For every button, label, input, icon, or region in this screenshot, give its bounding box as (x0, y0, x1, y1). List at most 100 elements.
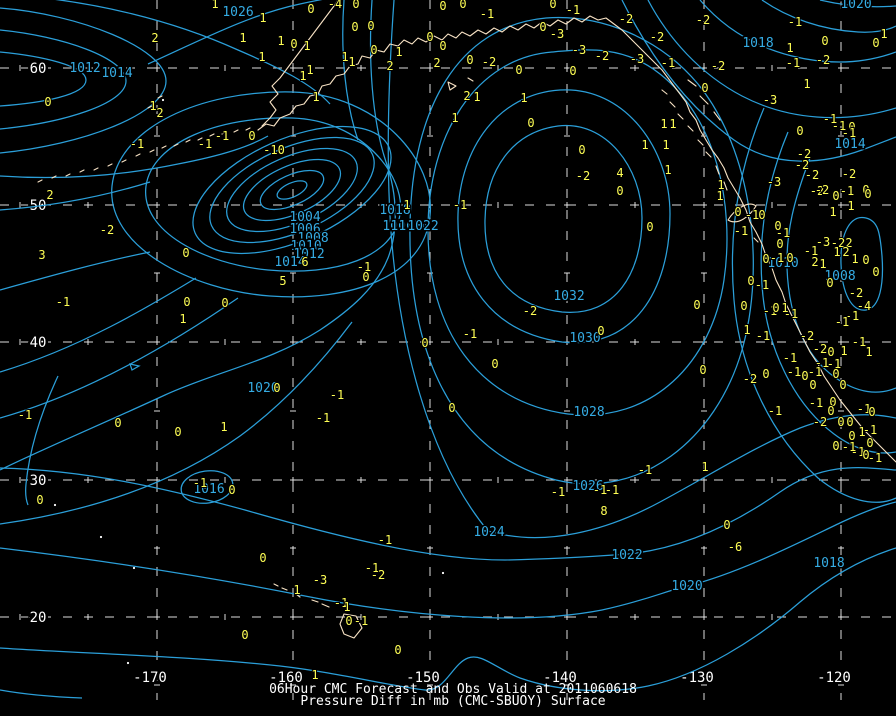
isobar (387, 0, 896, 539)
obs-value: 1 (179, 312, 186, 326)
lat-label: 40 (30, 335, 47, 351)
obs-value: 0 (597, 324, 604, 338)
isobar (427, 49, 728, 416)
obs-value: 2 (46, 188, 53, 202)
isobar (0, 547, 896, 692)
obs-value: 0 (723, 518, 730, 532)
obs-value: -1 (756, 329, 770, 343)
obs-value: 1 (277, 34, 284, 48)
obs-value: 2 (463, 89, 470, 103)
obs-value: -1 (215, 129, 229, 143)
obs-value: -1 (551, 485, 565, 499)
obs-value: -3 (313, 573, 327, 587)
obs-value: 0 (801, 369, 808, 383)
isobar-label-1030: 1030 (569, 331, 600, 346)
obs-value: -1 (193, 476, 207, 490)
obs-value: -2 (523, 304, 537, 318)
obs-value: 1 (851, 252, 858, 266)
obs-value: 0 (466, 53, 473, 67)
obs-value: -1 (768, 404, 782, 418)
obs-value: 0 (693, 298, 700, 312)
obs-value: 0 (44, 95, 51, 109)
obs-value: 1 (348, 55, 355, 69)
obs-value: 0 (646, 220, 653, 234)
isobar-label-1024: 1024 (473, 525, 504, 540)
obs-value: 2 (842, 245, 849, 259)
isobar (731, 107, 896, 503)
obs-value: 1 (299, 69, 306, 83)
obs-value: -1 (755, 278, 769, 292)
isobar (0, 467, 896, 561)
obs-value: 2 (845, 236, 852, 250)
obs-value: 0 (351, 20, 358, 34)
isobar-label-1028: 1028 (573, 405, 604, 420)
obs-value: -4 (857, 299, 871, 313)
obs-value: 1 (520, 91, 527, 105)
coastline-layer (37, 0, 896, 639)
obs-value: 0 (734, 205, 741, 219)
isobar (484, 124, 643, 313)
isobar-label-1016: 1016 (193, 482, 224, 497)
lat-label: 20 (30, 610, 47, 626)
isobar-label-1026: 1026 (572, 479, 603, 494)
obs-value: 0 (241, 628, 248, 642)
obs-value: -3 (763, 93, 777, 107)
obs-value: 4 (616, 166, 623, 180)
aleutian-islands (37, 95, 251, 183)
isobar (409, 16, 754, 485)
obs-value: 1 (311, 668, 318, 682)
isobar-label-1020: 1020 (671, 579, 702, 594)
isobar-label-1008: 1008 (824, 269, 855, 284)
obs-value: -1 (784, 307, 798, 321)
obs-value: -2 (743, 372, 757, 386)
obs-value: 0 (872, 265, 879, 279)
obs-value: 1 (840, 344, 847, 358)
obs-value: -2 (650, 30, 664, 44)
alaska-north-coast (261, 0, 339, 127)
obs-value: -2 (831, 236, 845, 250)
obs-value: -3 (630, 52, 644, 66)
isobar (0, 277, 197, 373)
isobar-label-1020: 1020 (840, 0, 871, 12)
obs-value: 1 (781, 301, 788, 315)
obs-value: 1 (343, 600, 350, 614)
obs-value: 0 (273, 381, 280, 395)
isobar (0, 501, 896, 619)
obs-value: 0 (839, 378, 846, 392)
obs-value: 5 (279, 274, 286, 288)
isobar (621, 0, 896, 162)
obs-value: 0 (539, 20, 546, 34)
isobar-label-1018: 1018 (379, 203, 410, 218)
obs-value: -1 (605, 483, 619, 497)
obs-value: -1 (827, 357, 841, 371)
obs-value: -2 (815, 183, 829, 197)
obs-value: 0 (290, 37, 297, 51)
obs-value: -3 (767, 175, 781, 189)
obs-value: -1 (776, 226, 790, 240)
obs-value: 0 (527, 116, 534, 130)
obs-value: 1 (303, 39, 310, 53)
isobar (0, 7, 167, 154)
obs-value: 0 (183, 295, 190, 309)
obs-value: -1 (566, 3, 580, 17)
isobar (0, 321, 353, 525)
obs-value: 0 (868, 405, 875, 419)
hawaii-islands (273, 583, 363, 639)
obs-value: 0 (862, 183, 869, 197)
lon-label: -150 (406, 670, 440, 686)
isobar (0, 29, 127, 130)
lon-label: -140 (543, 670, 577, 686)
obs-value: -1 (842, 126, 856, 140)
isobar-label-1014: 1014 (101, 66, 132, 81)
obs-value: -1 (809, 396, 823, 410)
lat-label: 60 (30, 61, 47, 77)
isobar (699, 0, 896, 63)
obs-value: 0 (862, 448, 869, 462)
obs-value: 1 (403, 198, 410, 212)
obs-value: -4 (328, 0, 342, 11)
obs-value: 0 (426, 30, 433, 44)
obs-value: 0 (864, 187, 871, 201)
